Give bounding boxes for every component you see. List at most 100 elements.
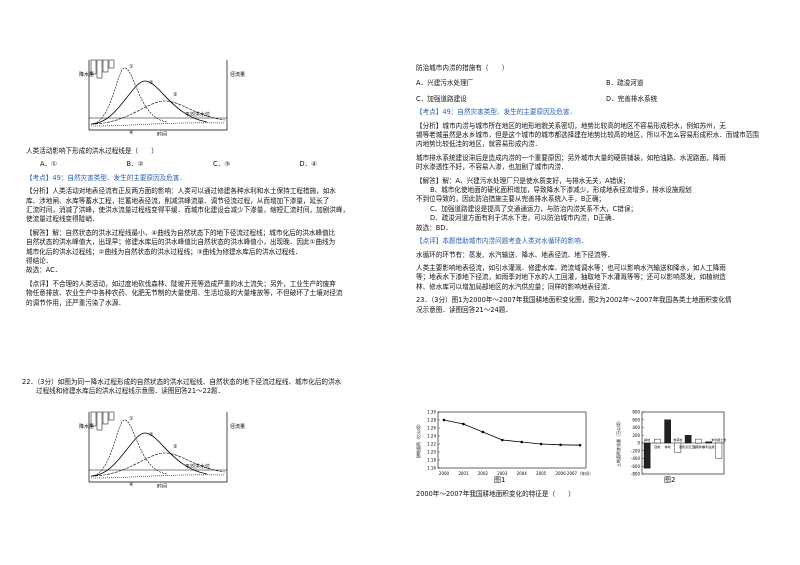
data-point xyxy=(462,422,465,426)
y-tick-label: 1.26 xyxy=(427,426,436,431)
y-tick-label: 1.16 xyxy=(427,466,436,471)
q23-line-2: 况示意图．读图回答21～24题． xyxy=(416,305,512,314)
data-point xyxy=(520,440,524,444)
category-label: 交通用地 xyxy=(692,444,704,449)
options-row-2: C．加强道路建设 D．完善排水系统 xyxy=(416,95,796,104)
y-tick-label: 800 xyxy=(632,410,640,415)
y-right-label: 径流量 xyxy=(230,71,245,78)
y-left-label: 降水量 xyxy=(79,71,94,78)
y-tick-label: 1.18 xyxy=(427,458,436,463)
y-tick-label: 400 xyxy=(632,425,640,430)
fenxi-line-3: 汇流时间，消减了洪峰，使洪水流量过程线变得平缓．而城市化建设会减少下渗量，缩短汇… xyxy=(26,206,350,215)
option-b[interactable]: B．② xyxy=(126,160,144,169)
option-d[interactable]: D．④ xyxy=(299,160,318,169)
jieda-line-6: 故选：BD． xyxy=(416,223,452,232)
y-tick-label: 1.28 xyxy=(427,418,436,423)
curve-2-label: ② xyxy=(149,432,154,438)
fenxi-line-1: 【分析】城市内涝与城市所在地区的地形地貌关系密切，地势比较高的地区不容易形成积水… xyxy=(416,121,726,130)
fenxi-line-2: 锡等老城虽然是水乡城市，但是这个城市的城市都选择建在地势比较高的地区，所以不怎么… xyxy=(416,131,759,140)
jieda-line-4: C、加强道路建设是提高了交通通运力，与防治内涝关系不大，C错误； xyxy=(430,204,638,213)
data-point xyxy=(500,438,504,442)
option-d[interactable]: D．完善排水系统 xyxy=(606,94,658,103)
bar xyxy=(643,442,651,469)
q22-line-2: 过程线和修建水库后的洪水过程线示意图．读图回答21～22题． xyxy=(36,387,225,396)
option-c[interactable]: C．③ xyxy=(213,160,231,169)
category-label: 园地 xyxy=(654,444,660,449)
curve-3-label: ③ xyxy=(173,92,177,98)
avg-flood-label: 平均洪水位 xyxy=(185,463,210,470)
water-line-3: 等；地表水下渗地下径流，如雨季对地下水的人工回灌，抽取地下水灌溉等等；还可以影响… xyxy=(416,273,726,282)
option-c[interactable]: C．加强道路建设 xyxy=(416,94,467,103)
question-stem: 人类活动影响下形成的洪水过程线是（ ） xyxy=(26,147,158,155)
kaodian-text: 【考点】49：自然灾害类型、发生的主要原因及危害． xyxy=(416,108,577,117)
x-tick-label: 2001 xyxy=(458,471,469,476)
data-point xyxy=(559,443,562,447)
question-options: A．① B．② C．③ D．④ xyxy=(26,160,386,169)
y-tick-label: 200 xyxy=(632,433,640,438)
hydrograph-figure-1: 降水量 径流量 ① ② ③ ④ 平均洪水位 时间 xyxy=(77,56,247,136)
fig2-caption: 图2 xyxy=(664,476,676,484)
dianping-line-3: 的调节作用，还严重污染了水源． xyxy=(26,298,125,307)
water-line-2: 人类主要影响地表径流，如引水灌溉、修建水库、跨流域调水等；也可以影响水汽输送和降… xyxy=(416,263,726,272)
fenxi-line-1: 【分析】人类活动对地表径流有正反两方面的影响：人类可以通过修建各种水利和水土保持… xyxy=(26,187,336,196)
x-tick-label: 2004 xyxy=(517,471,528,476)
hydrograph-svg-2: 降水量 径流量 ① ② ③ ④ 平均洪水位 时间 xyxy=(79,411,245,488)
data-point xyxy=(442,418,446,422)
dianping-text: 【点评】本题借助城市内涝问题考查人类对水循环的影响． xyxy=(416,237,588,246)
category-label: 未利用土地 xyxy=(711,437,726,442)
bottom-question: 2000年～2007年我国耕地面积变化的特征是（ ） xyxy=(416,490,575,498)
curve-4-label: ④ xyxy=(129,482,134,488)
y-tick-label: -200 xyxy=(631,448,641,453)
jieda-line-2: 自然状态的洪水峰值大，出现早；修建水库后的洪水峰值比自然状态的洪水峰值小，出现晚… xyxy=(26,238,336,247)
jieda-line-4: 得结论． xyxy=(26,257,53,266)
hydrograph-svg: 降水量 径流量 ① ② ③ ④ 平均洪水位 时间 xyxy=(79,59,245,136)
avg-flood-label: 平均洪水位 xyxy=(185,111,210,118)
category-label: 居民点及工矿 xyxy=(679,444,697,449)
kaodian-text: 【考点】49：自然灾害类型、发生的主要原因及危害． xyxy=(26,173,187,182)
top-stem: 防治城市内涝的措施有（ ） xyxy=(416,64,509,72)
data-point xyxy=(481,430,485,434)
category-label: 水利设施 xyxy=(703,444,715,449)
bar xyxy=(674,442,682,453)
x-axis-label: 时间 xyxy=(157,131,167,136)
figure-2: 800 600 400 200 0 -200 -400 -600 -800 耕地 园地 林地 牧草地 居民… xyxy=(615,408,726,486)
water-line-4: 林、修水库可以增加局部地区的水汽供应量；同样的影响地表径流． xyxy=(416,282,614,291)
fenxi2-line-2: 时水渗透性不好，不容易入渗，也加剧了城市内涝． xyxy=(416,163,568,172)
option-a[interactable]: A．兴建污水处理厂 xyxy=(416,79,474,88)
option-a[interactable]: A．① xyxy=(40,160,58,169)
plot-frame xyxy=(437,411,587,469)
category-label: 耕地 xyxy=(644,437,650,442)
fenxi-line-3: 内地势比较低洼的地区，就容易形成内涝． xyxy=(416,140,542,149)
y-tick-label: 1.20 xyxy=(427,450,436,455)
y-tick-label: 1.24 xyxy=(427,434,436,439)
bar xyxy=(684,435,692,444)
curve-1-label: ① xyxy=(129,416,134,422)
data-point xyxy=(539,442,543,446)
fenxi2-line-1: 城市排水系统建设滞后是造成内涝的一个重要原因；另外城市大量的硬质铺装，如柏油路、… xyxy=(416,153,726,162)
y-tick-label: -800 xyxy=(631,472,641,477)
y-tick-label: 1.30 xyxy=(427,410,436,415)
option-b[interactable]: B．疏浚河道 xyxy=(606,79,644,88)
y-right-label: 径流量 xyxy=(230,423,245,430)
x-tick-label: 2000 xyxy=(439,471,450,476)
options-row-1: A．兴建污水处理厂 B．疏浚河道 xyxy=(416,79,796,88)
y-tick-label: 1.22 xyxy=(427,442,436,447)
bar xyxy=(705,441,712,444)
dianping-line-1: 【点评】不合理的人类活动，如过度地砍伐森林、陡坡开荒等造成严重的水土流失；另外，… xyxy=(26,279,336,288)
category-label: 牧草地 xyxy=(673,437,682,442)
x-tick-label: 2006 xyxy=(555,471,566,476)
y-tick-label: 600 xyxy=(632,417,640,422)
curve-3-label: ③ xyxy=(173,444,177,450)
x-axis-label: 时间 xyxy=(157,483,167,488)
jieda-line-1: 【解答】解：A、兴建污水处理厂只是使水质变好，与排水无关，A错误； xyxy=(416,176,630,185)
x-tick-label: 2007（年份） xyxy=(567,470,593,476)
curve-2-label: ② xyxy=(149,80,154,86)
x-tick-label: 2003 xyxy=(497,471,508,476)
jieda-line-3: 不到位导致的，因此防治措施主要从完善排水系统入手，B正确； xyxy=(416,195,606,204)
fenxi-line-2: 库、涉地闸、水库等蓄水工程，拦蓄地表径流，削减洪峰流量、调节径流过程，从而增加下… xyxy=(26,196,330,205)
curve-4-label: ④ xyxy=(129,130,134,136)
fenxi-line-4: 使流量过程线变得陡峭． xyxy=(26,215,99,224)
series-line xyxy=(443,419,581,446)
